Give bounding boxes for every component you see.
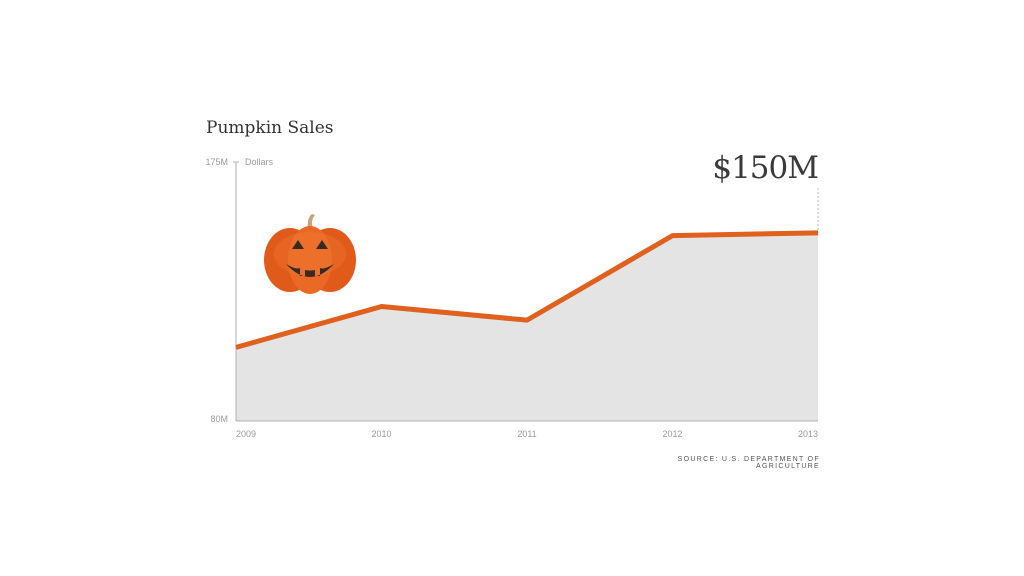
y-tick-label: 175M bbox=[205, 157, 228, 167]
line-layer bbox=[235, 230, 819, 350]
area-layer bbox=[236, 232, 818, 421]
pumpkin-icon bbox=[264, 214, 356, 294]
y-tick-label: 80M bbox=[210, 414, 228, 424]
chart-title: Pumpkin Sales bbox=[206, 118, 334, 138]
x-tick-label: 2009 bbox=[236, 429, 256, 439]
label-layer: 2009 2010 2011 2012 2013 80M 175M Dollars bbox=[205, 157, 818, 439]
area-fill bbox=[236, 232, 818, 421]
x-tick-label: 2011 bbox=[517, 429, 536, 439]
source-note: SOURCE: U.S. DEPARTMENT OF AGRICULTURE bbox=[677, 456, 820, 470]
series-line bbox=[235, 230, 819, 350]
x-tick-label: 2013 bbox=[798, 429, 818, 439]
x-tick-label: 2010 bbox=[371, 429, 391, 439]
axis-layer bbox=[233, 161, 819, 422]
highlight-value: $150M bbox=[712, 150, 819, 186]
x-tick-label: 2012 bbox=[662, 429, 682, 439]
y-axis-unit-label: Dollars bbox=[245, 157, 274, 167]
